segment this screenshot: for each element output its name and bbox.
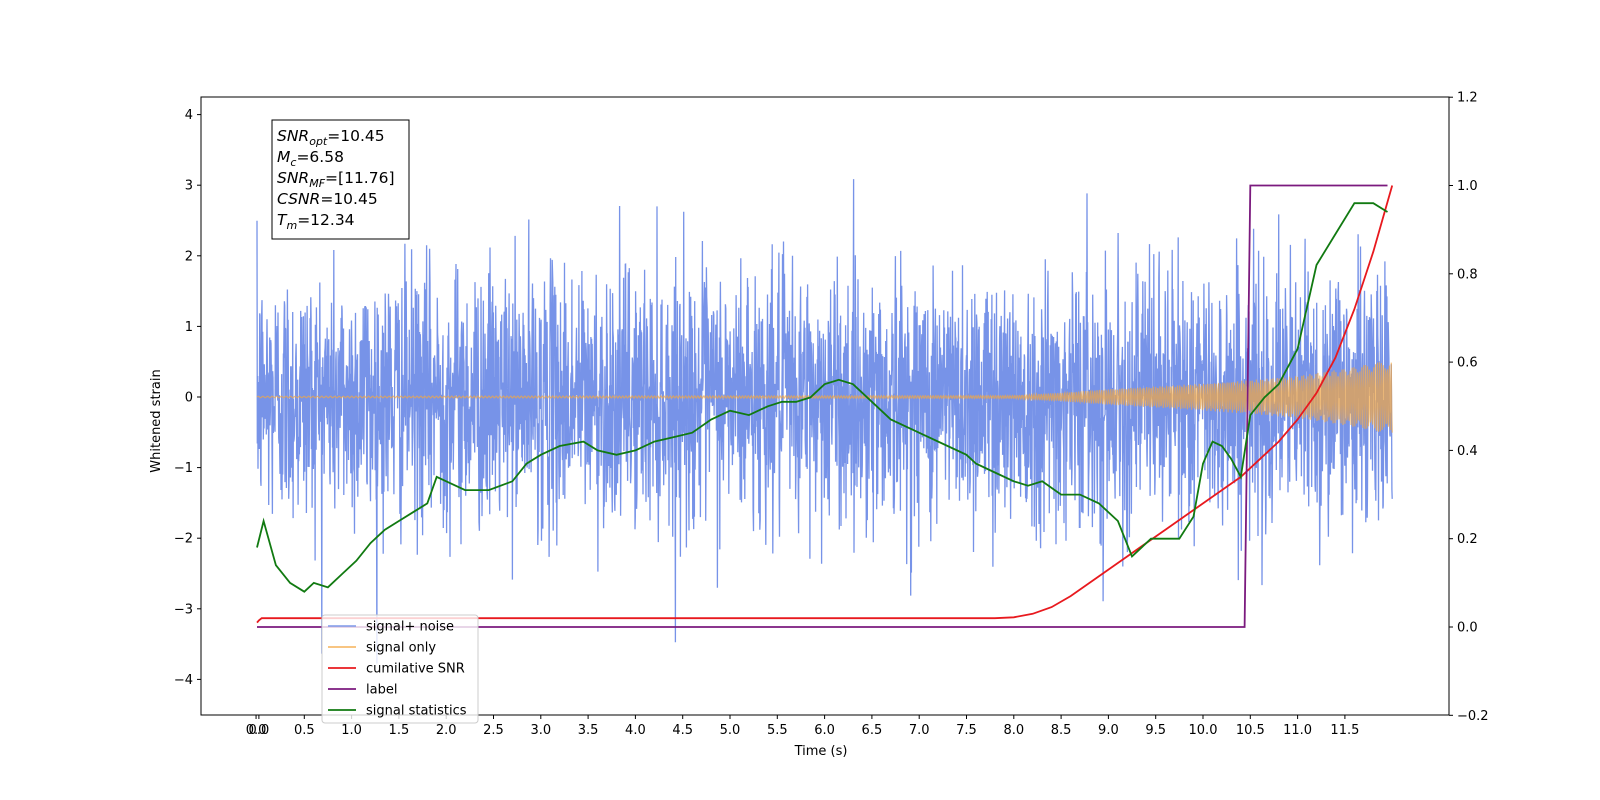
legend-label: cumilative SNR	[366, 662, 465, 677]
y-tick-label: −2	[174, 532, 193, 547]
y2-tick-label: 1.0	[1457, 179, 1478, 194]
x-tick-label: 0.0	[246, 723, 267, 738]
y-axis-left: −4 −3 −2 −1 0 1 2 3 4	[174, 108, 201, 688]
x-tick-label: 9.5	[1145, 723, 1166, 738]
x-tick-label: 6.5	[862, 723, 883, 738]
x-tick-label: 0.0	[249, 723, 270, 738]
x-tick-label: 0.5	[294, 723, 315, 738]
y-tick-label: 3	[185, 179, 193, 194]
annotation-line: SNRMF=[11.76]	[277, 169, 395, 190]
x-tick-label: 4.5	[672, 723, 693, 738]
legend: signal+ noise signal only cumilative SNR la…	[321, 614, 479, 724]
legend-label: signal statistics	[366, 704, 467, 719]
x-tick-label: 3.5	[578, 723, 599, 738]
y2-tick-label: 0.0	[1457, 621, 1478, 636]
x-tick-label: 1.0	[341, 723, 362, 738]
annotation-line: Tm=12.34	[277, 211, 355, 232]
y-tick-label: −4	[174, 673, 193, 688]
x-tick-label: 8.5	[1051, 723, 1072, 738]
y2-tick-label: 0.2	[1457, 532, 1478, 547]
x-tick-label: 6.0	[814, 723, 835, 738]
y-tick-label: 0	[185, 391, 193, 406]
legend-label: signal+ noise	[366, 620, 454, 635]
x-tick-label: 7.5	[956, 723, 977, 738]
x-tick-label: 2.5	[483, 723, 504, 738]
series-cumulative-snr	[256, 185, 1394, 624]
series-signal-noise	[256, 179, 1393, 664]
x-tick-label: 7.0	[909, 723, 930, 738]
x-tick-label: 11.0	[1283, 723, 1312, 738]
legend-label: signal only	[366, 641, 436, 656]
y2-tick-label: 0.6	[1457, 356, 1478, 371]
series-signal-only	[256, 362, 1393, 433]
x-tick-label: 5.5	[767, 723, 788, 738]
x-tick-label: 11.5	[1330, 723, 1359, 738]
y2-tick-label: 0.4	[1457, 444, 1478, 459]
series-signal-statistics	[256, 202, 1388, 593]
y-tick-label: −1	[174, 461, 193, 476]
x-axis: 0.00.0 0.5 1.0 1.5 2.0 2.5 3.0 3.5 4.0 4.5 5.0 5.5 6…	[246, 715, 1359, 738]
series-label	[257, 184, 1388, 628]
x-tick-label: 4.0	[625, 723, 646, 738]
x-tick-label: 8.0	[1003, 723, 1024, 738]
annotation-box: SNRopt=10.45Mc=6.58SNRMF=[11.76]CSNR=10.…	[271, 119, 410, 240]
annotation-line: SNRopt=10.45	[277, 127, 385, 148]
x-tick-label: 9.0	[1098, 723, 1119, 738]
x-tick-label: 10.0	[1189, 723, 1218, 738]
x-tick-label: 1.5	[389, 723, 410, 738]
y2-tick-label: 0.8	[1457, 267, 1478, 282]
annotation-line: Mc=6.58	[277, 148, 344, 169]
y-tick-label: 2	[185, 249, 193, 264]
annotation-line: CSNR=10.45	[277, 190, 378, 208]
y-tick-label: −3	[174, 602, 193, 617]
y-tick-label: 4	[185, 108, 193, 123]
x-tick-label: 3.0	[530, 723, 551, 738]
legend-label: label	[366, 683, 397, 698]
x-tick-label: 10.5	[1236, 723, 1265, 738]
y-tick-label: 1	[185, 320, 193, 335]
x-axis-label: Time (s)	[794, 744, 848, 759]
y-axis-right: −0.2 0.0 0.2 0.4 0.6 0.8 1.0 1.2	[1449, 91, 1489, 724]
y-axis-label: Whitened strain	[149, 369, 164, 472]
series-layer	[256, 179, 1394, 664]
x-tick-label: 2.0	[436, 723, 457, 738]
y2-tick-label: −0.2	[1457, 709, 1489, 724]
x-tick-label: 5.0	[720, 723, 741, 738]
y2-tick-label: 1.2	[1457, 91, 1478, 106]
